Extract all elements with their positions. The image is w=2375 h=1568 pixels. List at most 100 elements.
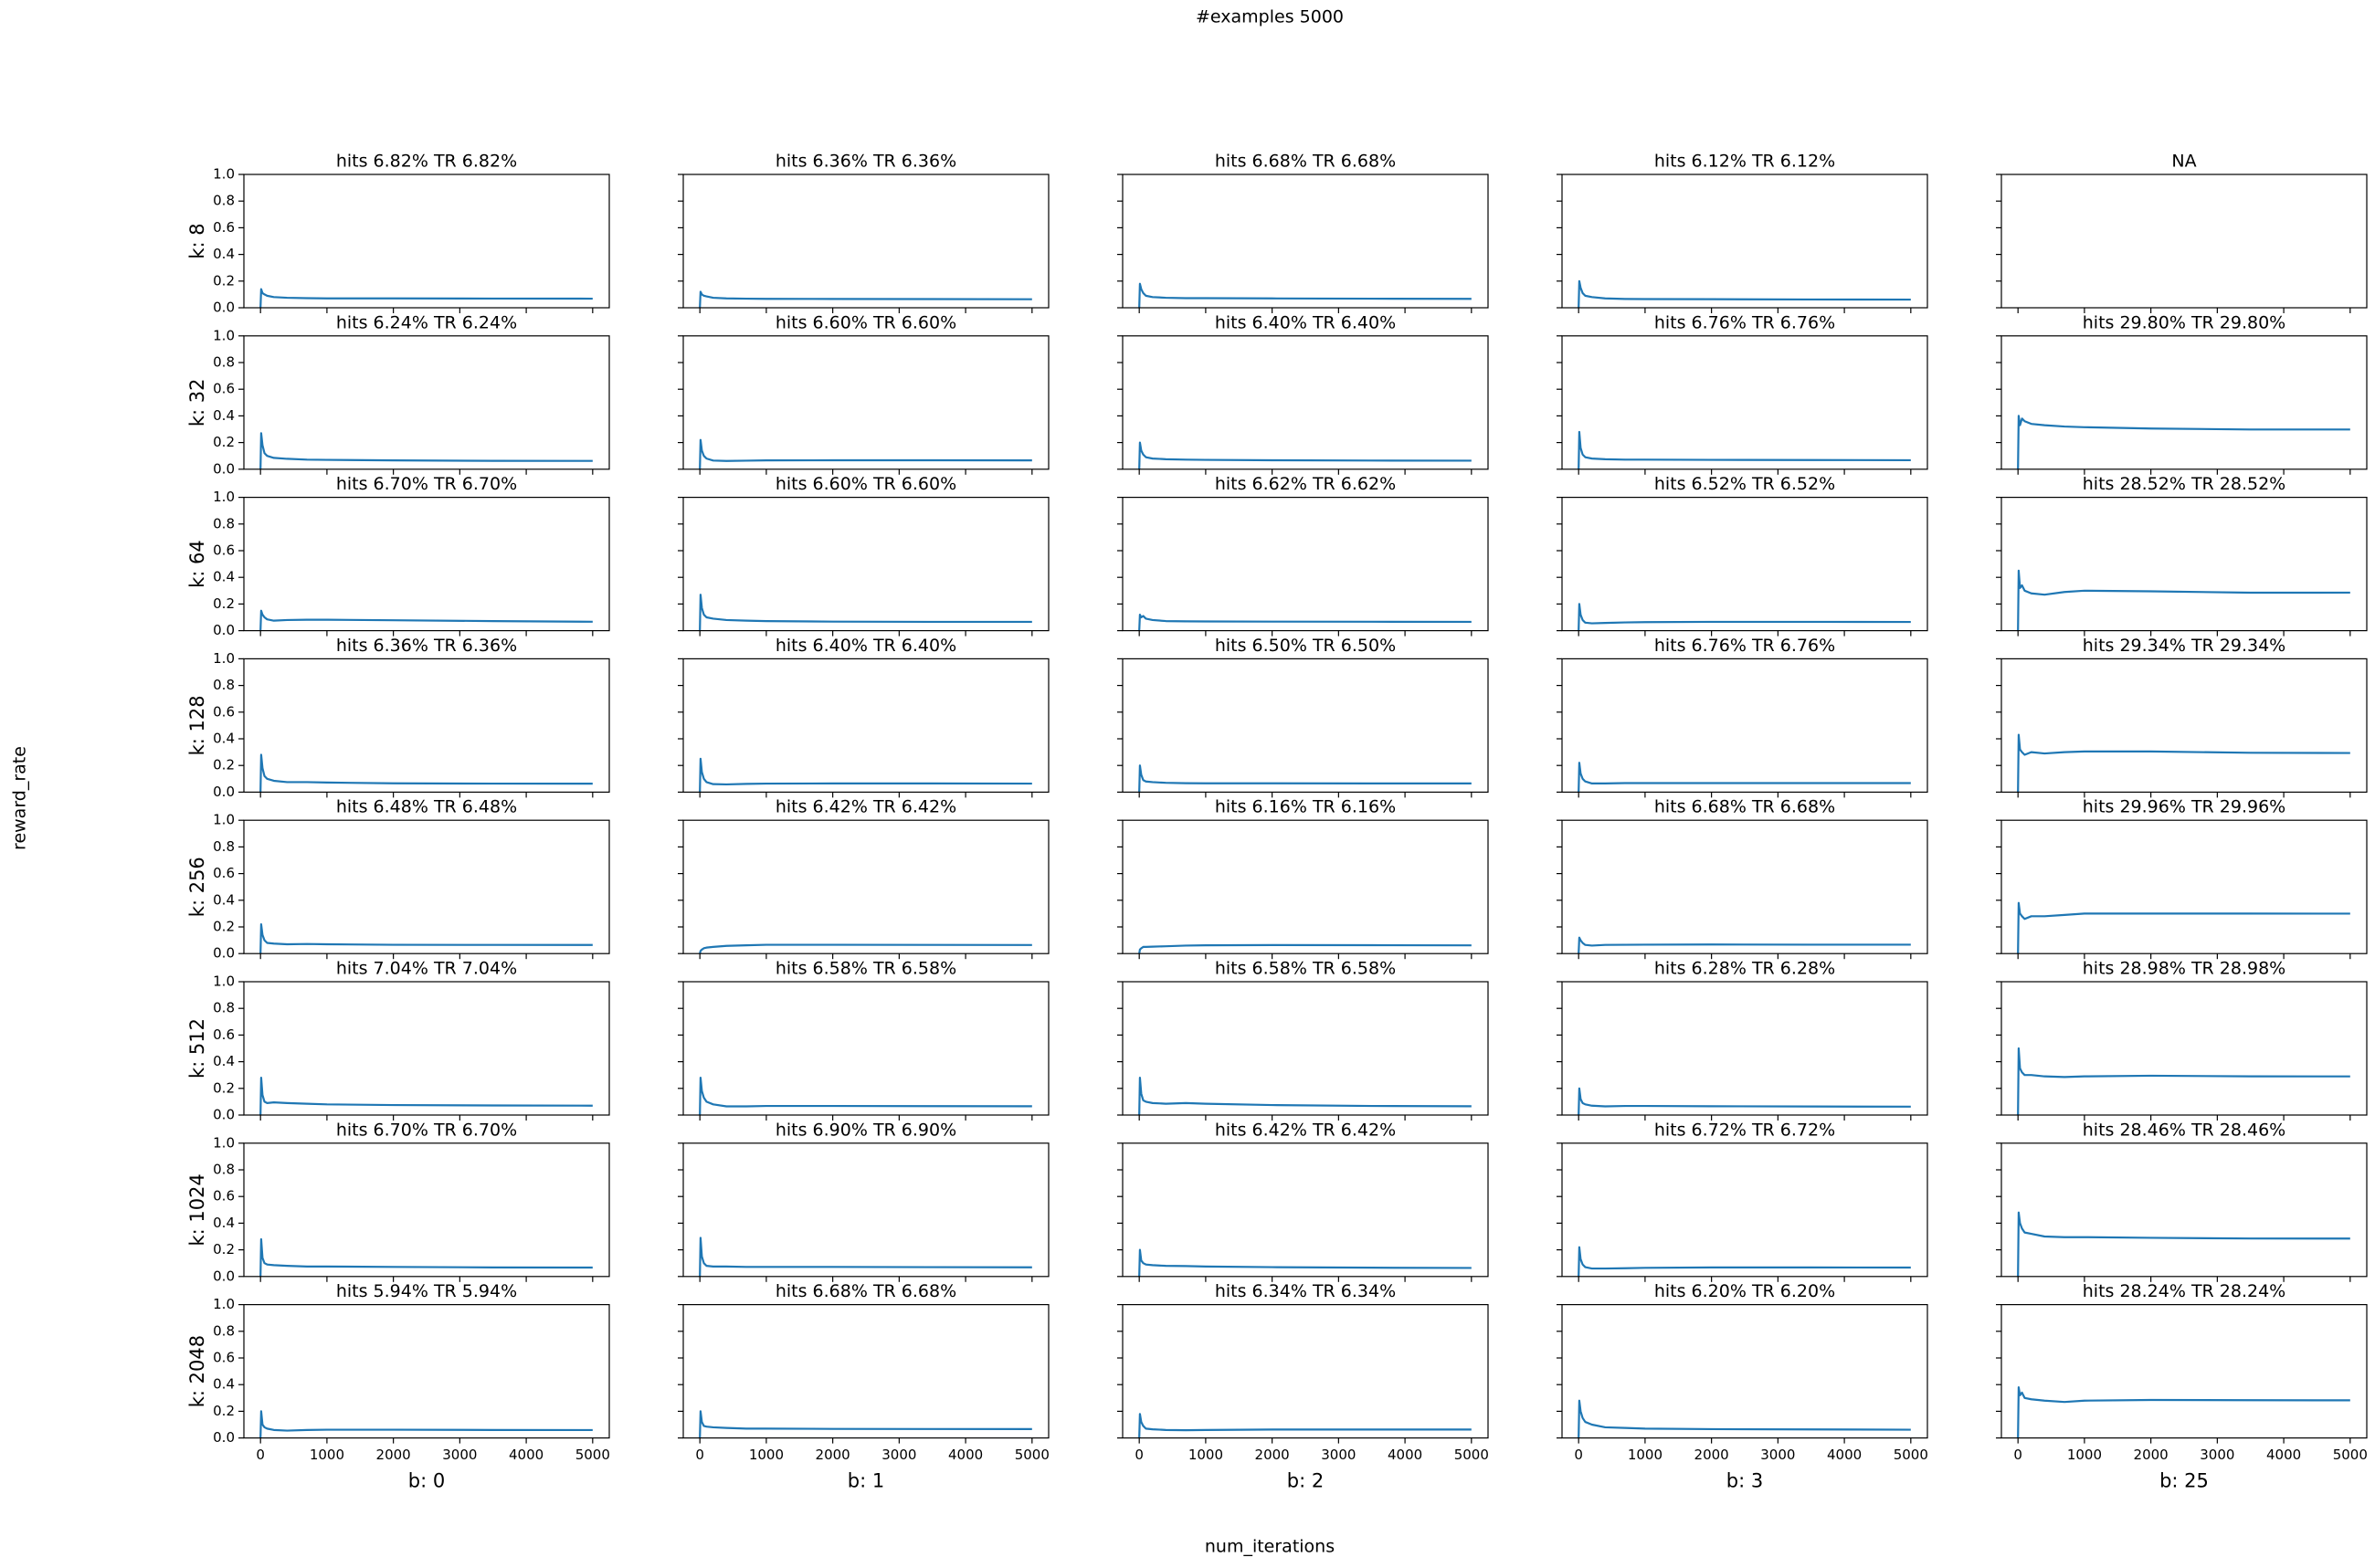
panel-title: hits 6.60% TR 6.60% [776, 474, 956, 494]
x-tick-label: 0 [695, 1447, 704, 1463]
panel-title: hits 6.40% TR 6.40% [1215, 312, 1396, 332]
panel-title: hits 6.90% TR 6.90% [776, 1120, 956, 1140]
axes-frame [682, 981, 1050, 1116]
panel-title: hits 6.52% TR 6.52% [1654, 474, 1835, 494]
data-line [2017, 569, 2350, 631]
axes-frame [243, 819, 610, 954]
axes-frame [682, 819, 1050, 954]
x-axis-label: b: 1 [848, 1470, 884, 1492]
data-line [699, 438, 1032, 469]
y-tick-label: 0.8 [213, 354, 235, 371]
y-tick-label: 0.8 [213, 1000, 235, 1016]
panel-title: hits 28.98% TR 28.98% [2083, 959, 2286, 979]
data-line [2017, 1047, 2350, 1116]
panel-title: hits 6.16% TR 6.16% [1215, 797, 1396, 817]
y-tick-label: 0.6 [213, 219, 235, 236]
x-tick-label: 1000 [2067, 1447, 2102, 1463]
panel-title: hits 6.62% TR 6.62% [1215, 474, 1396, 494]
x-tick-label: 5000 [575, 1447, 610, 1463]
panel-title: hits 29.80% TR 29.80% [2083, 312, 2286, 332]
data-line [699, 757, 1032, 793]
x-tick-label: 5000 [2333, 1447, 2368, 1463]
x-tick-label: 2000 [816, 1447, 850, 1463]
data-line [259, 432, 593, 469]
y-tick-label: 0.4 [213, 731, 235, 747]
axes-frame [2000, 658, 2368, 794]
axes-frame [682, 174, 1050, 309]
x-tick-label: 3000 [2200, 1447, 2234, 1463]
panel-title: hits 6.76% TR 6.76% [1654, 312, 1835, 332]
x-tick-label: 1000 [310, 1447, 344, 1463]
data-line [1138, 1413, 1472, 1438]
data-line [2017, 733, 2350, 793]
y-tick-label: 0.6 [213, 1026, 235, 1043]
y-tick-label: 0.4 [213, 569, 235, 585]
data-line [699, 1237, 1032, 1277]
axes-frame [682, 658, 1050, 794]
y-tick-label: 0.8 [213, 1322, 235, 1339]
panel-title: NA [2171, 152, 2196, 172]
y-tick-label: 0.6 [213, 381, 235, 397]
y-tick-label: 0.6 [213, 865, 235, 881]
y-axis-label: k: 512 [186, 1018, 208, 1079]
data-line [259, 1077, 593, 1116]
panel-title: hits 6.70% TR 6.70% [336, 474, 517, 494]
axes-frame [682, 335, 1050, 470]
y-tick-label: 0.4 [213, 246, 235, 262]
y-tick-label: 0.2 [213, 1241, 235, 1258]
data-line [699, 1410, 1032, 1438]
x-tick-label: 4000 [1388, 1447, 1422, 1463]
data-line [1138, 943, 1472, 954]
y-tick-label: 0.2 [213, 1403, 235, 1419]
y-axis-label: k: 32 [186, 378, 208, 426]
x-axis-label: b: 0 [408, 1470, 445, 1492]
panel-title: hits 6.42% TR 6.42% [776, 797, 956, 817]
panel-title: hits 6.58% TR 6.58% [1215, 959, 1396, 979]
panel-title: hits 6.20% TR 6.20% [1654, 1281, 1835, 1301]
data-line [1138, 441, 1472, 469]
x-tick-label: 5000 [1015, 1447, 1050, 1463]
y-tick-label: 0.0 [213, 622, 235, 638]
y-tick-label: 0.2 [213, 595, 235, 612]
data-line [1138, 282, 1472, 309]
axes-frame [2000, 496, 2368, 632]
y-tick-label: 0.0 [213, 784, 235, 800]
axes-frame [1561, 819, 1928, 954]
data-line [2017, 415, 2350, 469]
panel-title: hits 5.94% TR 5.94% [336, 1281, 517, 1301]
y-axis-label: k: 64 [186, 540, 208, 588]
x-tick-label: 1000 [1188, 1447, 1223, 1463]
axes-frame [682, 1142, 1050, 1278]
x-tick-label: 4000 [948, 1447, 983, 1463]
data-line [259, 288, 593, 309]
y-axis-label: k: 128 [186, 695, 208, 755]
axes-frame [1561, 174, 1928, 309]
x-tick-label: 3000 [442, 1447, 477, 1463]
axes-frame [2000, 1142, 2368, 1278]
figure-x-label: num_iterations [1205, 1537, 1335, 1557]
data-line [259, 922, 593, 954]
y-tick-label: 0.2 [213, 919, 235, 935]
x-tick-label: 2000 [1255, 1447, 1290, 1463]
x-tick-label: 1000 [749, 1447, 784, 1463]
axes-frame [243, 981, 610, 1116]
axes-frame [1122, 174, 1489, 309]
axes-frame [1122, 658, 1489, 794]
axes-frame [1122, 1303, 1489, 1439]
x-axis-label: b: 2 [1287, 1470, 1324, 1492]
axes-frame [1122, 981, 1489, 1116]
data-line [1578, 603, 1911, 631]
panel-title: hits 28.46% TR 28.46% [2083, 1120, 2286, 1140]
x-tick-label: 0 [1574, 1447, 1583, 1463]
data-line [259, 1237, 593, 1277]
y-tick-label: 0.4 [213, 891, 235, 908]
y-tick-label: 0.6 [213, 1188, 235, 1205]
axes-frame [1561, 496, 1928, 632]
data-line [2017, 901, 2350, 954]
y-tick-label: 1.0 [213, 650, 235, 667]
axes-frame [2000, 981, 2368, 1116]
y-tick-label: 1.0 [213, 327, 235, 343]
panel-title: hits 6.76% TR 6.76% [1654, 636, 1835, 656]
x-tick-label: 4000 [509, 1447, 544, 1463]
panel-title: hits 6.48% TR 6.48% [336, 797, 517, 817]
